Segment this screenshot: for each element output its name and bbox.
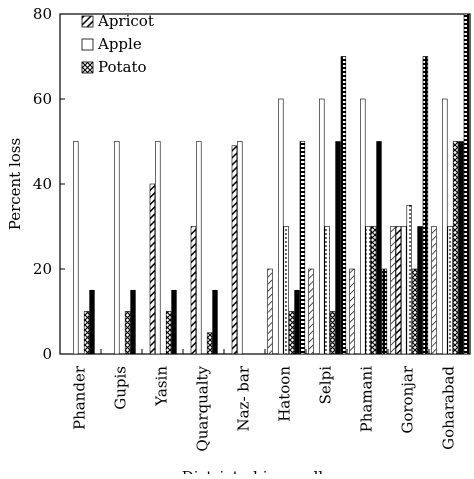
bar-solid-phamani (376, 141, 382, 355)
bar-solid-quarqualty (212, 289, 218, 355)
bar-solid-selpi (335, 141, 341, 355)
bar-bricks-goharabad (463, 13, 470, 355)
bar-hollow-goharabad (442, 98, 448, 355)
bar-dots-selpi (324, 226, 330, 355)
y-tick-label: 60 (33, 90, 52, 108)
bar-diag-bold-yasin (149, 183, 156, 355)
y-tick-label: 0 (42, 345, 52, 363)
bar-solid-goronjar (417, 226, 423, 355)
bar-crosshatch-selpi (329, 311, 336, 355)
y-tick-label: 20 (33, 260, 52, 278)
bar-diag-light-phamani (349, 268, 355, 355)
bar-diag-bold-quarqualty (190, 226, 197, 355)
x-tick-label: Goronjar (399, 365, 417, 433)
bar-solid-gupis (130, 289, 136, 355)
x-tick-label: Naz- bar (235, 365, 253, 431)
bar-solid-phander (89, 289, 95, 355)
bar-crosshatch-phander (83, 311, 90, 355)
bar-bricks-hatoon (299, 141, 306, 355)
y-axis-label: Percent loss (6, 138, 24, 230)
bar-crosshatch-gupis (124, 311, 131, 355)
bar-solid-hatoon (294, 289, 300, 355)
y-tick-label: 80 (33, 5, 52, 23)
x-tick-label: Hatoon (276, 366, 294, 422)
bar-crosshatch-goharabad (452, 141, 459, 355)
legend-swatch-apple (81, 38, 94, 51)
x-tick-label: Selpi (317, 366, 335, 405)
bar-dots-goronjar (406, 204, 412, 355)
bar-crosshatch-phamani (370, 226, 377, 355)
x-tick-label: Phander (71, 365, 89, 430)
bar-hollow-goronjar (401, 226, 407, 355)
bar-diag-light-goharabad (431, 226, 437, 355)
legend-swatch-potato (81, 61, 94, 74)
bar-solid-goharabad (458, 141, 464, 355)
bar-hollow-hatoon (278, 98, 284, 355)
bar-hollow-gupis (114, 141, 120, 355)
x-tick-label: Goharabad (440, 366, 458, 450)
bar-dots-phamani (365, 226, 371, 355)
bar-diag-light-selpi (308, 268, 314, 355)
bar-bricks-goronjar (422, 56, 429, 355)
bar-dots-goharabad (447, 226, 453, 355)
bar-crosshatch-hatoon (288, 311, 295, 355)
legend-label-potato: Potato (98, 58, 147, 76)
legend-label-apple: Apple (97, 35, 142, 53)
bar-dots-hatoon (283, 226, 289, 355)
bar-bricks-phamani (381, 268, 388, 355)
x-tick-label: Quarqualty (194, 365, 212, 451)
legend-label-apricot: Apricot (97, 12, 154, 30)
bar-hollow-phamani (360, 98, 366, 355)
legend-swatch-apricot (81, 15, 94, 28)
x-tick-label: Gupis (112, 366, 130, 410)
bar-diag-bold-naz-bar (231, 145, 238, 355)
bar-crosshatch-goronjar (411, 268, 418, 355)
bar-hollow-naz-bar (237, 141, 243, 355)
bar-hollow-selpi (319, 98, 325, 355)
bar-crosshatch-quarqualty (206, 332, 213, 355)
bar-diag-light-goronjar (390, 226, 396, 355)
bar-hollow-phander (73, 141, 79, 355)
bar-hollow-yasin (155, 141, 161, 355)
x-axis-label: District ghizer valleys (182, 468, 349, 474)
bar-diag-light-hatoon (267, 268, 273, 355)
bar-crosshatch-yasin (165, 311, 172, 355)
x-tick-label: Yasin (153, 366, 171, 407)
bar-solid-yasin (171, 289, 177, 355)
y-tick-label: 40 (33, 175, 52, 193)
bar-bricks-selpi (340, 56, 347, 355)
bar-hollow-quarqualty (196, 141, 202, 355)
x-tick-label: Phamani (358, 366, 376, 433)
bar-diag-bold-goronjar (395, 226, 402, 355)
